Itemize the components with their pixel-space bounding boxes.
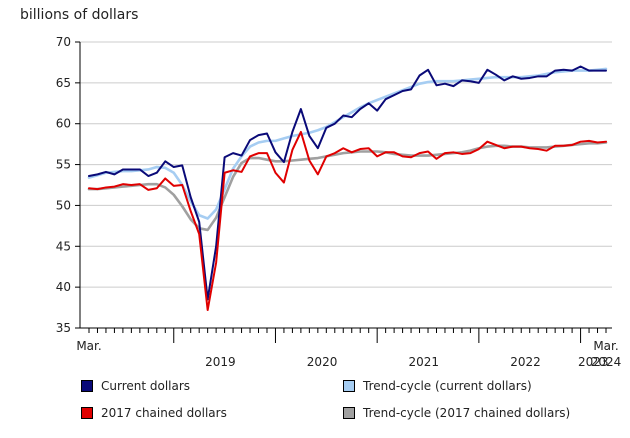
- y-tick-label-40: 40: [56, 280, 71, 294]
- x-year-label-2024: 2024: [591, 355, 622, 369]
- y-tick-label-65: 65: [56, 76, 71, 90]
- series-line-2017-chained-dollars: [88, 130, 607, 312]
- y-tick-label-60: 60: [56, 117, 71, 131]
- x-edge-label-start: Mar.: [76, 339, 101, 353]
- series-line-current-dollars: [88, 65, 607, 301]
- legend-item-current-dollars: Current dollars: [81, 379, 190, 393]
- legend-swatch-chained-dollars: [81, 407, 93, 419]
- legend-label-trend-current: Trend-cycle (current dollars): [363, 379, 532, 393]
- y-tick-label-55: 55: [56, 158, 71, 172]
- gridlines: [80, 41, 612, 288]
- y-tick-label-35: 35: [56, 321, 71, 335]
- x-year-label-2020: 2020: [307, 355, 338, 369]
- legend-item-trend-current: Trend-cycle (current dollars): [343, 379, 532, 393]
- series-line-trend-cycle-current-dollars: [87, 67, 608, 220]
- y-tick-label-45: 45: [56, 239, 71, 253]
- legend-swatch-trend-chained: [343, 407, 355, 419]
- y-tick-label-50: 50: [56, 198, 71, 212]
- legend-label-current-dollars: Current dollars: [101, 379, 191, 393]
- legend-swatch-trend-current: [343, 380, 355, 392]
- x-year-label-2023: 2023: [578, 355, 609, 369]
- y-tick-label-70: 70: [56, 35, 71, 49]
- x-edge-label-end: Mar.: [593, 339, 618, 353]
- series-line-trend-cycle-2017-chained-dollars: [87, 141, 608, 232]
- y-axis-label: billions of dollars: [20, 7, 138, 23]
- legend-item-chained-dollars: 2017 chained dollars: [81, 406, 227, 420]
- series-lines: [87, 65, 608, 312]
- legend-swatch-current-dollars: [81, 380, 93, 392]
- legend-label-chained-dollars: 2017 chained dollars: [101, 406, 227, 420]
- x-year-label-2022: 2022: [510, 355, 541, 369]
- legend-label-trend-chained: Trend-cycle (2017 chained dollars): [363, 406, 571, 420]
- x-year-label-2019: 2019: [205, 355, 236, 369]
- legend-item-trend-chained: Trend-cycle (2017 chained dollars): [343, 406, 570, 420]
- x-year-label-2021: 2021: [409, 355, 440, 369]
